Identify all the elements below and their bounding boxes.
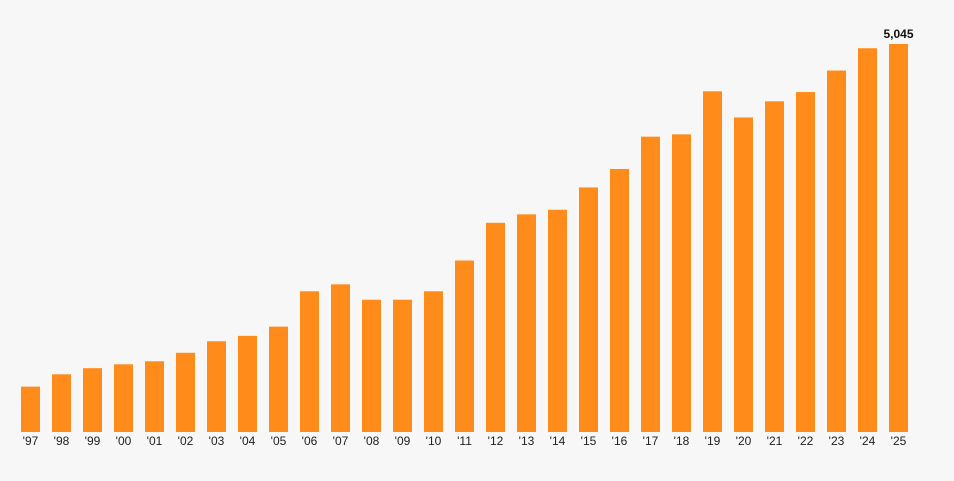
bar-11 — [362, 299, 381, 432]
x-tick-label-24: '21 — [767, 434, 783, 448]
bar-12 — [393, 299, 412, 432]
x-tick-label-4: '01 — [147, 434, 163, 448]
bar-4 — [145, 361, 164, 432]
bar-17 — [548, 209, 567, 432]
x-tick-label-23: '20 — [736, 434, 752, 448]
bar-7 — [238, 335, 257, 432]
bar-8 — [269, 326, 288, 432]
bar-18 — [579, 187, 598, 432]
x-tick-label-15: '12 — [488, 434, 504, 448]
x-tick-label-16: '13 — [519, 434, 535, 448]
x-tick-label-13: '10 — [426, 434, 442, 448]
x-tick-label-27: '24 — [860, 434, 876, 448]
bar-14 — [455, 260, 474, 432]
bar-0 — [21, 386, 40, 432]
x-tick-label-7: '04 — [240, 434, 256, 448]
x-tick-label-8: '05 — [271, 434, 287, 448]
x-tick-label-3: '00 — [116, 434, 132, 448]
x-tick-label-26: '23 — [829, 434, 845, 448]
x-tick-label-1: '98 — [54, 434, 70, 448]
x-tick-label-17: '14 — [550, 434, 566, 448]
bar-5 — [176, 352, 195, 432]
bars-group — [21, 44, 908, 433]
bar-6 — [207, 341, 226, 432]
bar-23 — [734, 117, 753, 433]
bar-25 — [796, 92, 815, 433]
x-tick-label-10: '07 — [333, 434, 349, 448]
x-tick-label-25: '22 — [798, 434, 814, 448]
x-tick-label-2: '99 — [85, 434, 101, 448]
bar-15 — [486, 222, 505, 432]
x-tick-label-18: '15 — [581, 434, 597, 448]
x-tick-label-11: '08 — [364, 434, 380, 448]
bar-13 — [424, 291, 443, 432]
x-tick-label-12: '09 — [395, 434, 411, 448]
bar-26 — [827, 70, 846, 432]
bar-3 — [114, 364, 133, 432]
bar-27 — [858, 48, 877, 433]
bar-10 — [331, 284, 350, 432]
bar-2 — [83, 368, 102, 432]
data-labels-group: 5,045 — [883, 27, 913, 41]
bar-16 — [517, 214, 536, 432]
data-label-0: 5,045 — [883, 27, 913, 41]
bar-1 — [52, 374, 71, 432]
x-tick-label-9: '06 — [302, 434, 318, 448]
x-tick-label-5: '02 — [178, 434, 194, 448]
bar-9 — [300, 291, 319, 432]
x-axis-tick-labels: '97 '98 '99 '00 '01 '02 '03 '04 '05 '06 '07 '08 '09 '… — [23, 434, 907, 448]
x-tick-label-20: '17 — [643, 434, 659, 448]
x-tick-label-6: '03 — [209, 434, 225, 448]
x-tick-label-21: '18 — [674, 434, 690, 448]
bar-24 — [765, 101, 784, 433]
x-tick-label-14: '11 — [457, 434, 472, 448]
bar-19 — [610, 168, 629, 432]
x-tick-label-22: '19 — [705, 434, 721, 448]
bar-28 — [889, 44, 908, 432]
x-tick-label-0: '97 — [23, 434, 39, 448]
bar-20 — [641, 136, 660, 432]
bar-21 — [672, 134, 691, 432]
bar-22 — [703, 91, 722, 433]
x-tick-label-19: '16 — [612, 434, 628, 448]
x-tick-label-28: '25 — [891, 434, 907, 448]
